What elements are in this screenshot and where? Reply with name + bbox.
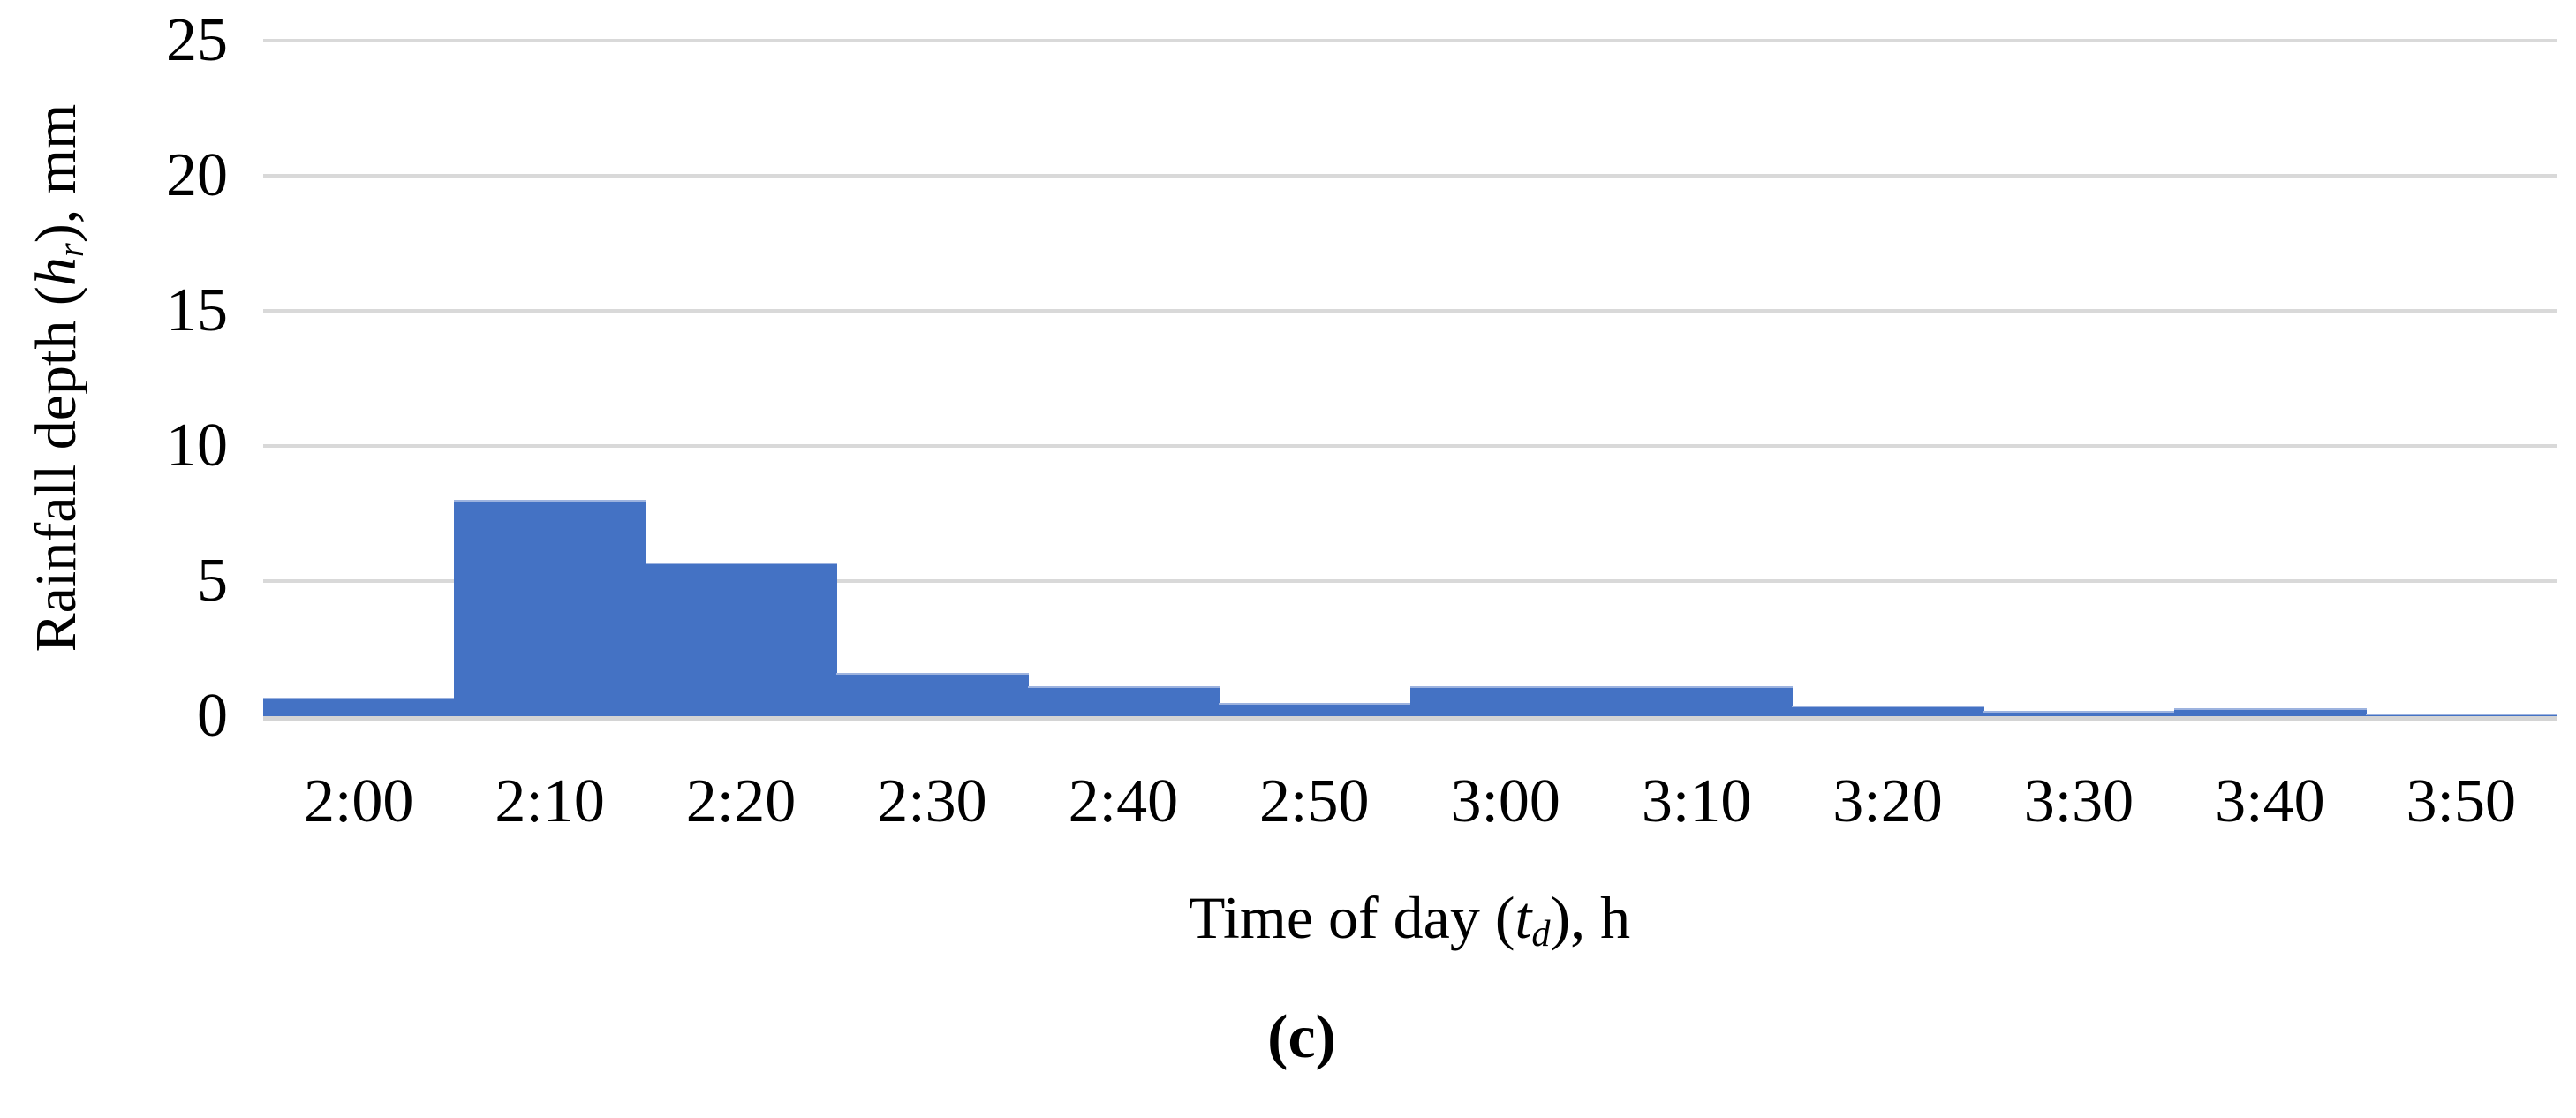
bar: [1600, 686, 1794, 716]
y-tick-label: 10: [166, 412, 228, 480]
bar: [263, 697, 456, 716]
grid-line: [263, 39, 2557, 42]
grid-line: [263, 174, 2557, 178]
x-axis-title: Time of day (td), h: [1188, 884, 1631, 956]
bar: [1983, 710, 2176, 716]
x-tick-label: 3:30: [2023, 767, 2134, 835]
y-tick-label: 5: [197, 547, 228, 615]
x-tick-label: 2:10: [495, 767, 605, 835]
x-tick-label: 2:40: [1068, 767, 1179, 835]
bar: [1409, 686, 1602, 716]
plot-area: [263, 39, 2557, 721]
bar: [2365, 713, 2557, 716]
x-tick-label: 3:00: [1450, 767, 1560, 835]
bar: [1792, 705, 1984, 716]
figure-caption: (c): [1267, 1003, 1336, 1071]
x-tick-label: 3:10: [1641, 767, 1752, 835]
bar: [454, 500, 646, 716]
bar: [836, 673, 1029, 716]
bar: [1027, 686, 1220, 716]
y-tick-label: 0: [197, 682, 228, 750]
bar: [1219, 702, 1411, 716]
x-tick-label: 3:50: [2406, 767, 2517, 835]
grid-line: [263, 579, 2557, 583]
bar: [2174, 707, 2367, 716]
x-tick-label: 3:40: [2215, 767, 2325, 835]
x-tick-label: 2:30: [877, 767, 987, 835]
grid-line: [263, 309, 2557, 313]
y-tick-label: 20: [166, 141, 228, 209]
grid-line: [263, 444, 2557, 448]
bar: [645, 562, 838, 716]
x-tick-label: 2:20: [685, 767, 797, 835]
x-tick-label: 3:20: [1832, 767, 1943, 835]
x-tick-label: 2:50: [1259, 767, 1370, 835]
x-tick-label: 2:00: [303, 767, 414, 835]
y-tick-label: 15: [166, 276, 228, 344]
x-axis-line: [263, 716, 2557, 721]
y-tick-label: 25: [166, 6, 228, 74]
